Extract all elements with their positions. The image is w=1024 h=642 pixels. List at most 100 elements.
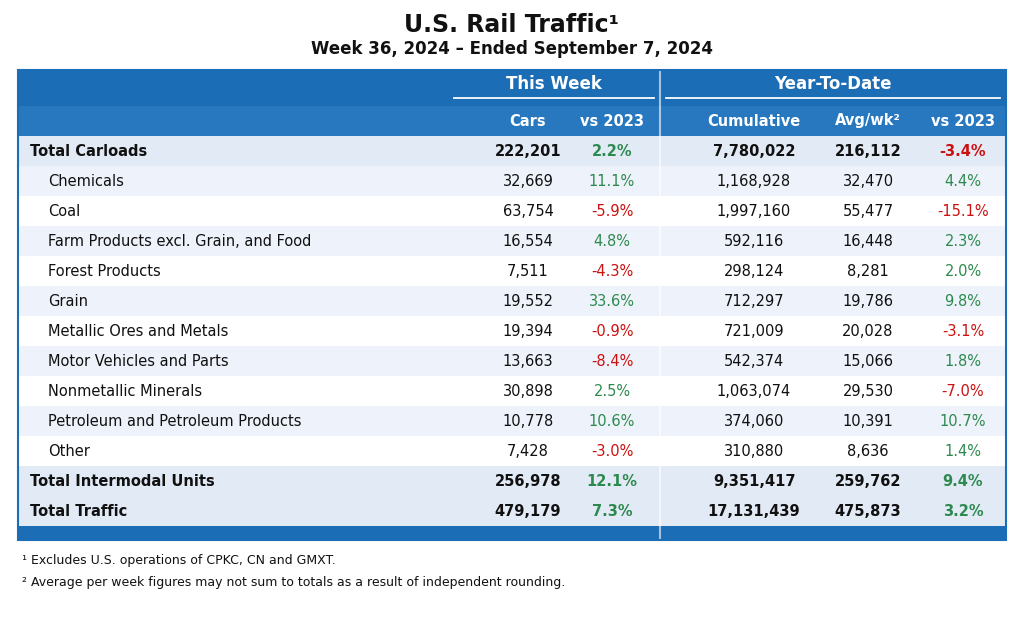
Text: 11.1%: 11.1% [589, 173, 635, 189]
Text: 8,636: 8,636 [847, 444, 889, 458]
Text: 298,124: 298,124 [724, 263, 784, 279]
Text: 9,351,417: 9,351,417 [713, 474, 796, 489]
Bar [18, 70, 1006, 106]
Text: vs 2023: vs 2023 [580, 114, 644, 128]
Text: 63,754: 63,754 [503, 204, 553, 218]
Text: Week 36, 2024 – Ended September 7, 2024: Week 36, 2024 – Ended September 7, 2024 [311, 40, 713, 58]
Text: Total Traffic: Total Traffic [30, 503, 127, 519]
Text: -5.9%: -5.9% [591, 204, 633, 218]
Text: 592,116: 592,116 [724, 234, 784, 248]
Text: 17,131,439: 17,131,439 [708, 503, 801, 519]
Text: 29,530: 29,530 [843, 383, 894, 399]
Text: 4.8%: 4.8% [594, 234, 631, 248]
Text: 19,552: 19,552 [503, 293, 554, 309]
Text: 12.1%: 12.1% [587, 474, 638, 489]
Text: Farm Products excl. Grain, and Food: Farm Products excl. Grain, and Food [48, 234, 311, 248]
Text: 475,873: 475,873 [835, 503, 901, 519]
Text: -3.1%: -3.1% [942, 324, 984, 338]
Text: -7.0%: -7.0% [942, 383, 984, 399]
Text: 374,060: 374,060 [724, 413, 784, 428]
Text: 3.2%: 3.2% [943, 503, 983, 519]
Text: 10.7%: 10.7% [940, 413, 986, 428]
Bar [18, 466, 1006, 496]
Text: Metallic Ores and Metals: Metallic Ores and Metals [48, 324, 228, 338]
Text: 10,391: 10,391 [843, 413, 893, 428]
Text: -8.4%: -8.4% [591, 354, 633, 369]
Text: 712,297: 712,297 [724, 293, 784, 309]
Text: -3.0%: -3.0% [591, 444, 633, 458]
Text: 32,470: 32,470 [843, 173, 894, 189]
Text: 30,898: 30,898 [503, 383, 553, 399]
Text: 2.0%: 2.0% [944, 263, 982, 279]
Text: Year-To-Date: Year-To-Date [774, 74, 892, 92]
Text: 20,028: 20,028 [843, 324, 894, 338]
Text: 16,448: 16,448 [843, 234, 893, 248]
Text: Total Carloads: Total Carloads [30, 144, 147, 159]
Text: Nonmetallic Minerals: Nonmetallic Minerals [48, 383, 202, 399]
Text: 13,663: 13,663 [503, 354, 553, 369]
Text: 479,179: 479,179 [495, 503, 561, 519]
Text: 1.8%: 1.8% [944, 354, 981, 369]
Bar [18, 136, 1006, 166]
Text: 7.3%: 7.3% [592, 503, 632, 519]
Text: 310,880: 310,880 [724, 444, 784, 458]
Text: -4.3%: -4.3% [591, 263, 633, 279]
Text: -0.9%: -0.9% [591, 324, 633, 338]
Bar [18, 496, 1006, 526]
Text: 4.4%: 4.4% [944, 173, 981, 189]
Bar [18, 316, 1006, 346]
Text: ¹ Excludes U.S. operations of CPKC, CN and GMXT.: ¹ Excludes U.S. operations of CPKC, CN a… [22, 554, 336, 567]
Text: 55,477: 55,477 [843, 204, 894, 218]
Text: ² Average per week figures may not sum to totals as a result of independent roun: ² Average per week figures may not sum t… [22, 576, 565, 589]
Bar [18, 436, 1006, 466]
Text: Forest Products: Forest Products [48, 263, 161, 279]
Text: 7,428: 7,428 [507, 444, 549, 458]
Text: 16,554: 16,554 [503, 234, 553, 248]
Text: 256,978: 256,978 [495, 474, 561, 489]
Text: -3.4%: -3.4% [940, 144, 986, 159]
Text: Avg/wk²: Avg/wk² [835, 114, 901, 128]
Bar [18, 376, 1006, 406]
Text: 2.5%: 2.5% [594, 383, 631, 399]
Bar [18, 106, 1006, 136]
Text: 8,281: 8,281 [847, 263, 889, 279]
Bar [18, 196, 1006, 226]
Text: 9.4%: 9.4% [943, 474, 983, 489]
Text: 15,066: 15,066 [843, 354, 894, 369]
Text: Petroleum and Petroleum Products: Petroleum and Petroleum Products [48, 413, 301, 428]
Text: Coal: Coal [48, 204, 80, 218]
Bar [18, 226, 1006, 256]
Text: Chemicals: Chemicals [48, 173, 124, 189]
Text: 2.3%: 2.3% [944, 234, 981, 248]
Text: Cumulative: Cumulative [708, 114, 801, 128]
Bar [18, 256, 1006, 286]
Text: 1.4%: 1.4% [944, 444, 981, 458]
Bar [18, 406, 1006, 436]
Text: 7,511: 7,511 [507, 263, 549, 279]
Bar [18, 526, 1006, 540]
Text: This Week: This Week [506, 74, 602, 92]
Text: 259,762: 259,762 [835, 474, 901, 489]
Text: 10.6%: 10.6% [589, 413, 635, 428]
Text: 542,374: 542,374 [724, 354, 784, 369]
Text: -15.1%: -15.1% [937, 204, 989, 218]
Bar [18, 166, 1006, 196]
Text: vs 2023: vs 2023 [931, 114, 995, 128]
Text: 1,168,928: 1,168,928 [717, 173, 792, 189]
Text: 7,780,022: 7,780,022 [713, 144, 796, 159]
Text: Cars: Cars [510, 114, 547, 128]
Text: Grain: Grain [48, 293, 88, 309]
Bar [18, 286, 1006, 316]
Text: 9.8%: 9.8% [944, 293, 981, 309]
Text: 721,009: 721,009 [724, 324, 784, 338]
Text: 2.2%: 2.2% [592, 144, 632, 159]
Text: 222,201: 222,201 [495, 144, 561, 159]
Bar [18, 346, 1006, 376]
Text: 19,786: 19,786 [843, 293, 894, 309]
Text: 33.6%: 33.6% [589, 293, 635, 309]
Text: 216,112: 216,112 [835, 144, 901, 159]
Bar [18, 70, 1006, 540]
Text: Motor Vehicles and Parts: Motor Vehicles and Parts [48, 354, 228, 369]
Text: U.S. Rail Traffic¹: U.S. Rail Traffic¹ [404, 13, 620, 37]
Text: 1,063,074: 1,063,074 [717, 383, 792, 399]
